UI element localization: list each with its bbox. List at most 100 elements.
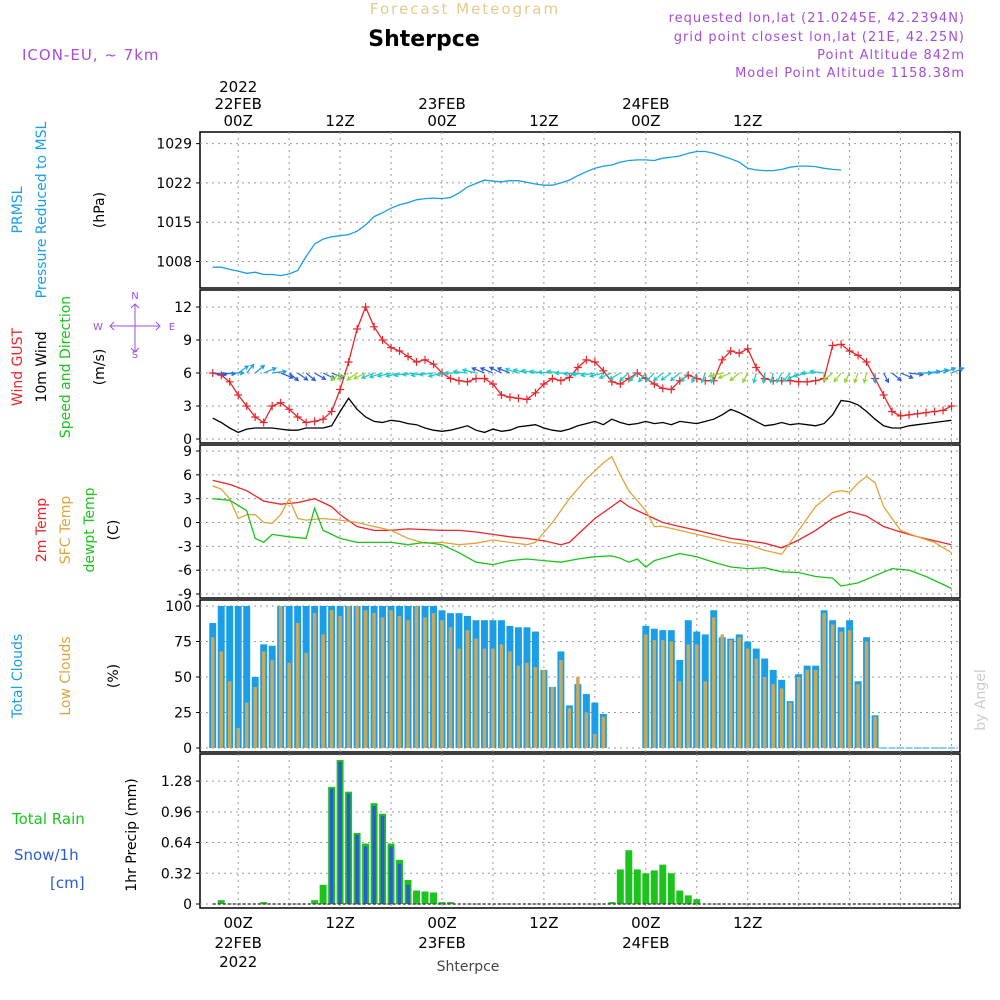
- gust-marker: [488, 380, 497, 388]
- bar-low-clouds: [669, 641, 674, 748]
- wind-arrow: [254, 364, 266, 374]
- bar-total-rain: [608, 902, 616, 904]
- watermark: by Angel: [973, 669, 989, 730]
- time-label-bottom: 2022: [219, 953, 257, 971]
- chart-title: Shterpce: [368, 27, 480, 52]
- panel-label: (C): [106, 520, 122, 541]
- wind-arrow: [520, 368, 536, 374]
- panel-frame: [199, 753, 961, 909]
- compass-n: N: [131, 291, 138, 302]
- time-label-top: 23FEB: [418, 95, 465, 113]
- wind-arrow: [942, 367, 957, 374]
- legend-snow: Snow/1h: [14, 846, 79, 864]
- wind-arrow: [618, 372, 630, 382]
- panel-wind: 0 3 6 9 12: [174, 289, 965, 448]
- bar-low-clouds: [601, 716, 606, 748]
- series-line-wind-gust: [212, 305, 952, 424]
- grid-coords: grid point closest lon,lat (21E, 42.25N): [674, 30, 965, 45]
- bar-low-clouds: [830, 624, 835, 748]
- wind-arrow: [761, 372, 767, 385]
- bar-low-clouds: [788, 702, 792, 748]
- bar-low-clouds: [661, 640, 665, 748]
- panel-precipitation: 0 0.32 0.64 0.96 1.28: [161, 753, 961, 913]
- bar-low-clouds: [805, 669, 809, 748]
- model-altitude: Model Point Altitude 1158.38m: [735, 66, 965, 81]
- bar-low-clouds: [652, 640, 657, 748]
- wind-arrow: [853, 372, 859, 384]
- bar-low-clouds: [542, 669, 546, 748]
- panel-label: (%): [106, 664, 122, 688]
- y-tick-label: -3: [178, 539, 192, 555]
- bar-low-clouds: [210, 637, 215, 748]
- gust-marker: [378, 336, 387, 344]
- bar-low-clouds: [482, 648, 487, 748]
- bar-low-clouds: [270, 659, 274, 748]
- time-label-bottom: 00Z: [224, 914, 253, 932]
- compass-s: S: [132, 350, 138, 361]
- bar-low-clouds: [720, 634, 724, 748]
- legend-total-rain: Total Rain: [11, 810, 85, 828]
- wind-arrow: [752, 372, 757, 384]
- wind-arrow: [352, 372, 366, 380]
- bar-total-rain: [438, 902, 446, 904]
- bar-total-rain: [667, 873, 675, 904]
- wind-arrow: [652, 372, 664, 382]
- panel-frame: [199, 131, 961, 289]
- wind-arrow: [717, 372, 731, 379]
- gust-marker: [913, 409, 922, 418]
- bar-low-clouds: [754, 658, 758, 748]
- wind-arrow: [691, 372, 698, 384]
- gust-marker: [395, 347, 404, 355]
- bar-low-clouds: [397, 615, 402, 748]
- wind-arrow: [628, 372, 638, 382]
- wind-arrow: [229, 370, 245, 376]
- time-label-top: 00Z: [427, 112, 456, 130]
- wind-arrow: [496, 367, 511, 374]
- panel-label: dewpt Temp: [82, 487, 98, 572]
- meteogram-panels: 1008101510221029036912-9-6-3036902550751…: [10, 78, 965, 971]
- bar-low-clouds: [864, 641, 869, 748]
- bar-total-rain: [217, 900, 225, 904]
- bar-low-clouds: [678, 681, 682, 748]
- panel-label: (m/s): [92, 349, 108, 386]
- bar-low-clouds: [236, 728, 240, 748]
- gust-marker: [471, 374, 480, 383]
- gust-marker: [845, 347, 854, 355]
- gust-marker: [658, 384, 667, 393]
- panel-clouds: 0 25 50 75 100: [165, 599, 961, 757]
- bar-total-rain: [650, 870, 658, 904]
- gust-marker: [242, 402, 251, 410]
- bar-low-clouds: [847, 630, 852, 748]
- bar-snow: [372, 806, 376, 904]
- bar-low-clouds: [261, 651, 266, 748]
- bar-low-clouds: [686, 644, 691, 748]
- gust-marker: [497, 391, 506, 399]
- panel-label: 2m Temp: [34, 498, 50, 562]
- y-tick-label: 1.28: [161, 774, 192, 790]
- bar-low-clouds: [584, 712, 589, 748]
- y-tick-label: 9: [183, 333, 192, 349]
- bar-low-clouds: [304, 652, 308, 748]
- wind-arrow: [792, 372, 808, 378]
- bar-low-clouds: [796, 677, 801, 748]
- bar-low-clouds: [508, 651, 512, 748]
- wind-arrow: [410, 372, 426, 378]
- gust-marker: [454, 376, 463, 385]
- wind-arrow: [588, 372, 604, 378]
- wind-arrow: [891, 372, 903, 382]
- gust-marker: [336, 385, 345, 394]
- gust-marker: [225, 377, 234, 386]
- gust-marker: [404, 352, 413, 361]
- wind-arrow: [700, 372, 706, 384]
- bar-low-clouds: [406, 620, 410, 748]
- gust-marker: [837, 340, 846, 349]
- y-tick-label: 12: [174, 300, 192, 316]
- wind-arrow: [669, 372, 681, 382]
- bar-low-clouds: [389, 610, 393, 748]
- wind-arrow: [862, 372, 868, 384]
- gust-marker: [590, 358, 599, 366]
- bar-total-clouds: [243, 606, 251, 748]
- gust-marker: [684, 371, 693, 380]
- gust-marker: [505, 393, 514, 402]
- gust-marker: [463, 377, 472, 386]
